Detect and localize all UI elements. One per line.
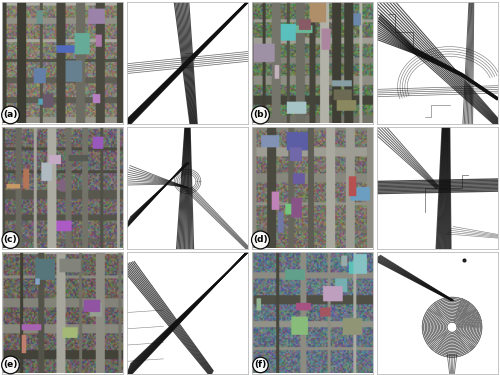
Text: (b): (b) (253, 111, 268, 120)
Text: (d): (d) (253, 236, 268, 244)
Text: (a): (a) (4, 111, 18, 120)
Text: (c): (c) (4, 236, 18, 244)
Text: (f): (f) (254, 360, 266, 369)
Text: (e): (e) (4, 360, 18, 369)
